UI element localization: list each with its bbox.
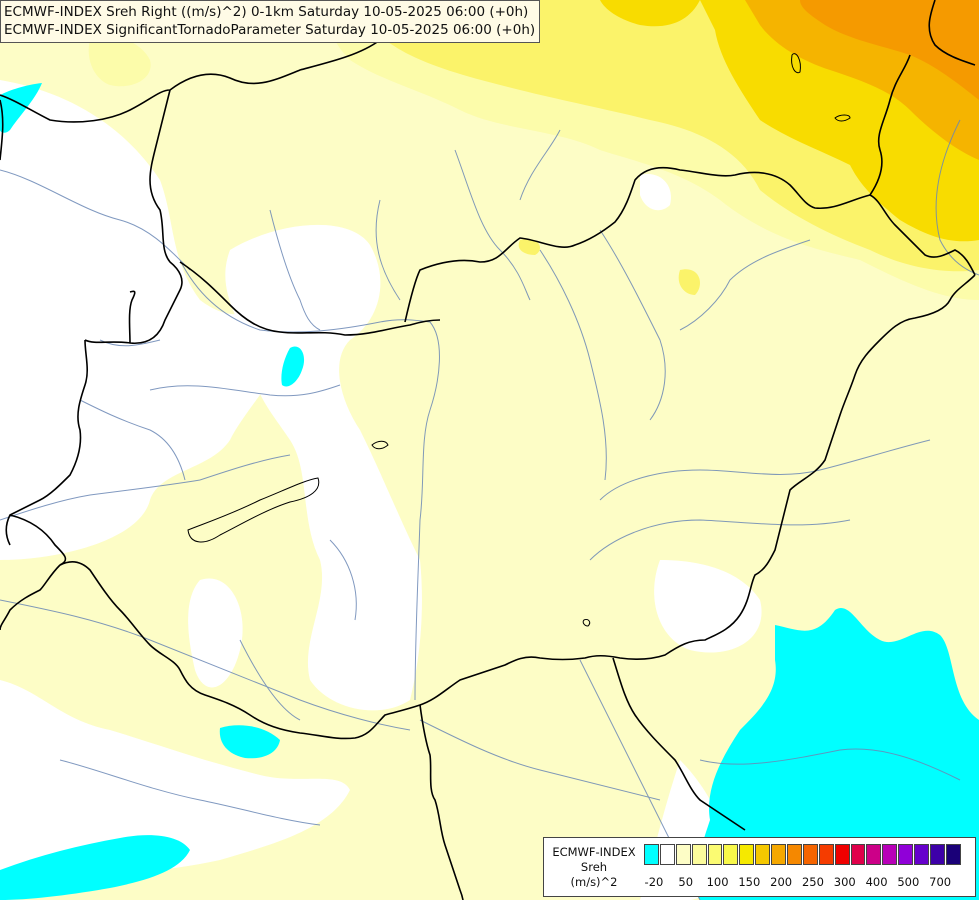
legend-unit: (m/s)^2 bbox=[570, 875, 618, 889]
legend-swatch bbox=[802, 844, 818, 865]
legend-swatch bbox=[882, 844, 898, 865]
legend-tick-label: 100 bbox=[706, 875, 729, 889]
legend-tick-label: 200 bbox=[770, 875, 793, 889]
legend-swatch bbox=[930, 844, 945, 865]
map-title: ECMWF-INDEX Sreh Right ((m/s)^2) 0-1km S… bbox=[0, 0, 541, 43]
legend-swatch bbox=[739, 844, 755, 865]
legend-swatch bbox=[723, 844, 739, 865]
white-regions bbox=[0, 80, 762, 900]
legend-swatch bbox=[818, 844, 834, 865]
legend-swatch bbox=[691, 844, 707, 865]
legend-tick-label: 500 bbox=[897, 875, 920, 889]
deep-orange-regions bbox=[800, 0, 979, 100]
legend-swatch bbox=[644, 844, 659, 865]
legend-swatch bbox=[945, 844, 961, 865]
legend-swatch bbox=[914, 844, 930, 865]
legend-tick-label: 50 bbox=[678, 875, 694, 889]
color-legend: ECMWF-INDEX Sreh (m/s)^2 -20 50 100 150 200 2… bbox=[543, 837, 976, 897]
title-line-2: ECMWF-INDEX SignificantTornadoParameter … bbox=[4, 22, 536, 38]
legend-tick-label: 250 bbox=[801, 875, 824, 889]
cyan-regions bbox=[0, 83, 979, 900]
legend-variable: Sreh bbox=[580, 860, 608, 874]
legend-source: ECMWF-INDEX bbox=[552, 845, 636, 859]
legend-tick-label: 700 bbox=[929, 875, 952, 889]
legend-swatches bbox=[644, 844, 962, 865]
legend-swatch bbox=[675, 844, 691, 865]
legend-swatch bbox=[898, 844, 914, 865]
legend-tick-label: 300 bbox=[833, 875, 856, 889]
legend-swatch bbox=[787, 844, 802, 865]
legend-label: ECMWF-INDEX Sreh (m/s)^2 bbox=[546, 845, 642, 890]
title-line-1: ECMWF-INDEX Sreh Right ((m/s)^2) 0-1km S… bbox=[4, 4, 529, 20]
rivers bbox=[0, 119, 979, 900]
legend-tick-label: -20 bbox=[644, 875, 664, 889]
legend-swatch bbox=[659, 844, 675, 865]
legend-tick-label: 400 bbox=[865, 875, 888, 889]
legend-swatch bbox=[755, 844, 771, 865]
legend-swatch bbox=[771, 844, 787, 865]
legend-swatch bbox=[707, 844, 723, 865]
legend-swatch bbox=[866, 844, 882, 865]
lakes bbox=[187, 53, 851, 627]
legend-ticks: -20 50 100 150 200 250 300 400 500 700 bbox=[644, 875, 974, 889]
legend-swatch bbox=[850, 844, 866, 865]
legend-tick-label: 150 bbox=[738, 875, 761, 889]
legend-swatch bbox=[834, 844, 850, 865]
